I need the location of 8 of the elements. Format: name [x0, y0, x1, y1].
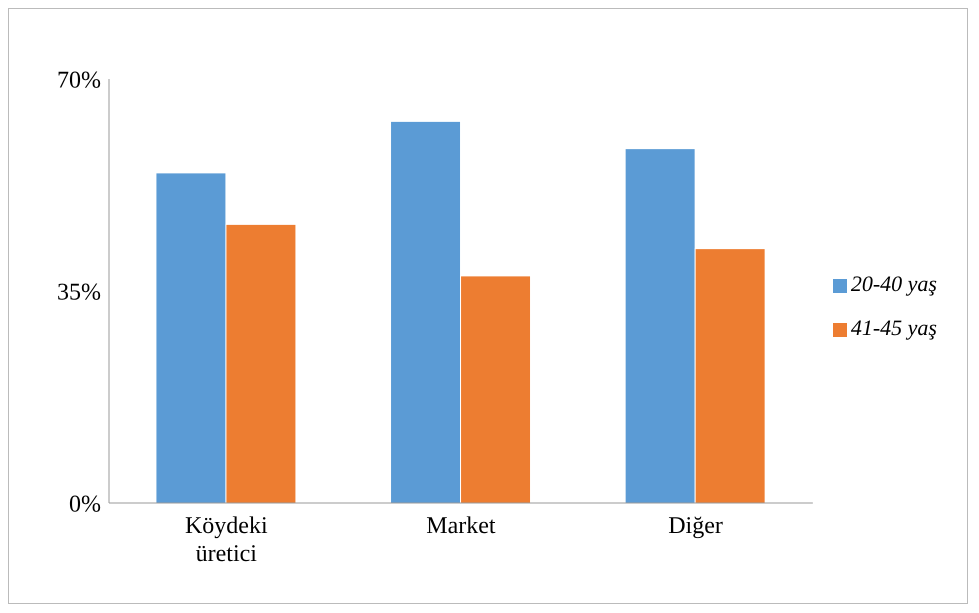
legend-label: 41-45 yaş: [850, 315, 937, 340]
y-tick-label: 0%: [69, 492, 101, 518]
x-tick-label: Diğer: [668, 513, 723, 539]
legend-label: 20-40 yaş: [850, 271, 937, 296]
y-tick-label: 70%: [57, 68, 101, 94]
x-tick-label: Market: [426, 513, 496, 539]
y-tick-label: 35%: [57, 280, 101, 306]
x-tick-label: Köydeki üretici: [184, 513, 268, 567]
